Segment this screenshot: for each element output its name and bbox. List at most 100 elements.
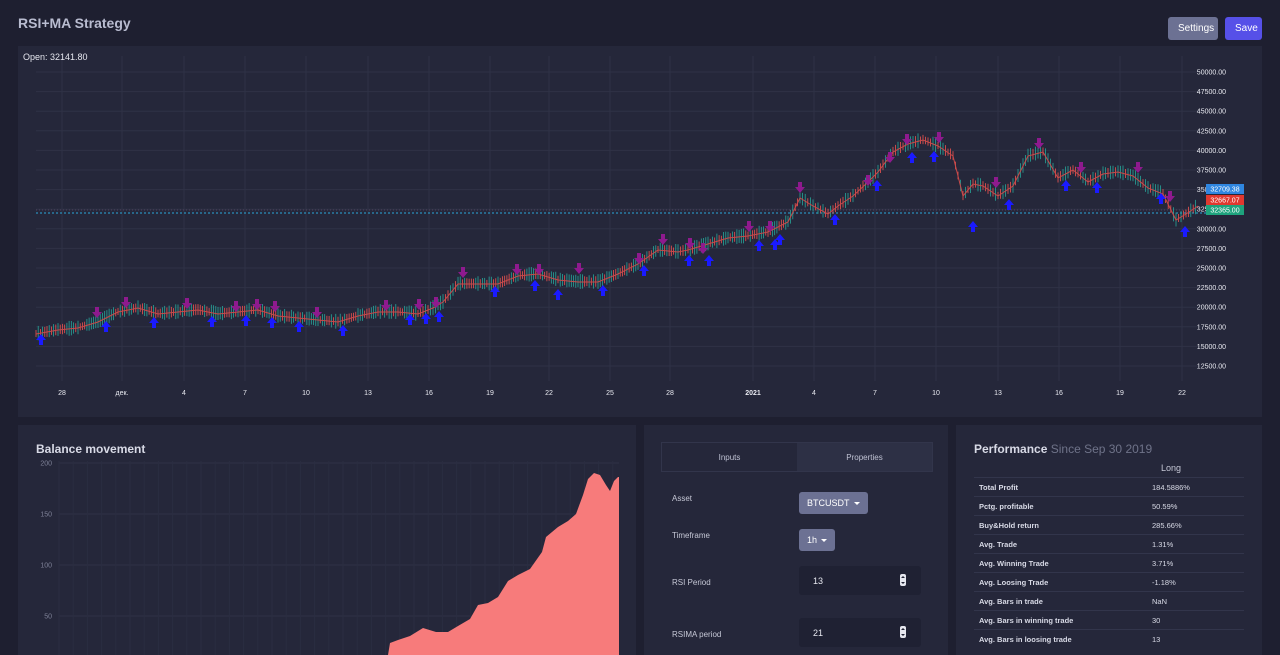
buy-arrow-icon	[598, 285, 608, 296]
y-tick-label: 37500.00	[1197, 168, 1226, 175]
y-tick-label: 12500.00	[1197, 364, 1226, 371]
x-tick-label: 22	[545, 390, 553, 397]
performance-title: Performance Since Sep 30 2019	[974, 442, 1152, 456]
inputs-panel: Inputs Properties Asset BTCUSDT Timefram…	[644, 425, 948, 655]
timeframe-label: Timeframe	[672, 531, 710, 540]
perf-metric-value: 30	[1147, 610, 1244, 630]
sell-arrow-icon	[1133, 162, 1143, 173]
x-tick-label: 4	[812, 390, 816, 397]
balance-y-tick: 100	[40, 563, 52, 570]
candles	[35, 133, 1196, 341]
sell-arrow-icon	[414, 299, 424, 310]
perf-metric-value: 13	[1147, 629, 1244, 648]
buy-arrow-icon	[1061, 180, 1071, 191]
perf-row: Avg. Bars in loosing trade 13	[974, 629, 1244, 648]
sell-arrow-icon	[121, 297, 131, 308]
y-tick-label: 27500.00	[1197, 246, 1226, 253]
rsima-period-label: RSIMA period	[672, 630, 722, 639]
spinner-icon[interactable]	[900, 574, 906, 586]
sell-arrow-icon	[863, 175, 873, 186]
spinner-icon[interactable]	[900, 626, 906, 638]
y-tick-label: 22500.00	[1197, 285, 1226, 292]
y-tick-label: 42500.00	[1197, 128, 1226, 135]
perf-metric-label: Avg. Bars in winning trade	[974, 610, 1147, 630]
perf-row: Pctg. profitable 50.59%	[974, 496, 1244, 516]
perf-metric-value: 1.31%	[1147, 534, 1244, 554]
buy-arrow-icon	[36, 334, 46, 345]
caret-down-icon	[853, 501, 860, 505]
y-tick-label: 25000.00	[1197, 266, 1226, 273]
perf-metric-label: Avg. Winning Trade	[974, 553, 1147, 573]
sell-arrow-icon	[765, 221, 775, 232]
perf-metric-value: 50.59%	[1147, 496, 1244, 516]
price-tag	[1206, 184, 1244, 194]
buy-arrow-icon	[1180, 226, 1190, 237]
perf-row: Avg. Loosing Trade -1.18%	[974, 572, 1244, 592]
x-tick-label: 16	[1055, 390, 1063, 397]
tab-properties[interactable]: Properties	[797, 443, 932, 471]
perf-metric-label: Pctg. profitable	[974, 496, 1147, 516]
rsima-period-input[interactable]: 21	[799, 618, 921, 647]
balance-area	[388, 473, 619, 655]
sell-arrow-icon	[885, 152, 895, 163]
x-tick-label: 19	[1116, 390, 1124, 397]
price-chart-panel[interactable]: 50000.00 47500.00 45000.00 42500.00 40000.00…	[18, 46, 1262, 417]
buy-arrow-icon	[770, 239, 780, 250]
buy-arrow-icon	[872, 180, 882, 191]
perf-row: Avg. Trade 1.31%	[974, 534, 1244, 554]
performance-subtitle: Since Sep 30 2019	[1050, 442, 1153, 456]
buy-arrow-icon	[1004, 199, 1014, 210]
price-tag	[1206, 205, 1244, 215]
perf-metric-label: Avg. Trade	[974, 534, 1147, 554]
rsi-period-input[interactable]: 13	[799, 566, 921, 595]
y-tick-label: 45000.00	[1197, 109, 1226, 116]
sell-arrow-icon	[902, 134, 912, 145]
price-chart[interactable]: 50000.00 47500.00 45000.00 42500.00 40000.00…	[18, 46, 1262, 417]
save-button[interactable]: Save	[1225, 17, 1262, 40]
caret-down-icon	[821, 538, 828, 542]
sell-arrow-icon	[698, 243, 708, 254]
sell-arrow-icon	[934, 132, 944, 143]
perf-metric-value: -1.18%	[1147, 572, 1244, 592]
sell-arrow-icon	[574, 263, 584, 274]
perf-row: Avg. Bars in winning trade 30	[974, 610, 1244, 630]
y-tick-label: 40000.00	[1197, 148, 1226, 155]
buy-arrow-icon	[530, 280, 540, 291]
buy-arrow-icon	[1092, 182, 1102, 193]
sell-arrow-icon	[685, 238, 695, 249]
balance-chart: 200 150 100 50	[40, 461, 619, 655]
perf-row: Avg. Bars in trade NaN	[974, 591, 1244, 611]
x-tick-label: 2021	[745, 390, 761, 397]
buy-arrow-icon	[267, 317, 277, 328]
x-tick-label: 22	[1178, 390, 1186, 397]
sell-arrow-icon	[512, 264, 522, 275]
sell-arrow-icon	[534, 264, 544, 275]
x-tick-label: 10	[932, 390, 940, 397]
performance-panel: Performance Since Sep 30 2019 Long Total…	[956, 425, 1262, 655]
sell-arrow-icon	[431, 297, 441, 308]
x-tick-label: 7	[873, 390, 877, 397]
buy-arrow-icon	[338, 325, 348, 336]
price-tag-label: 32365.00	[1210, 208, 1239, 215]
asset-value: BTCUSDT	[807, 498, 850, 508]
rsi-period-value: 13	[813, 575, 824, 586]
rsi-period-label: RSI Period	[672, 578, 711, 587]
buy-arrow-icon	[929, 151, 939, 162]
buy-arrow-icon	[101, 321, 111, 332]
perf-metric-label: Total Profit	[974, 477, 1147, 497]
sell-arrow-icon	[1076, 162, 1086, 173]
buy-arrow-icon	[207, 316, 217, 327]
buy-arrow-icon	[490, 286, 500, 297]
buy-arrow-icon	[405, 314, 415, 325]
asset-label: Asset	[672, 494, 693, 503]
buy-arrow-icon	[968, 221, 978, 232]
timeframe-value: 1h	[807, 535, 818, 545]
buy-arrow-icon	[704, 255, 714, 266]
asset-dropdown[interactable]: BTCUSDT	[799, 492, 868, 514]
balance-title: Balance movement	[36, 442, 146, 456]
x-tick-label: 28	[666, 390, 674, 397]
tab-inputs[interactable]: Inputs	[662, 443, 797, 471]
settings-button[interactable]: Settings	[1168, 17, 1218, 40]
timeframe-dropdown[interactable]: 1h	[799, 529, 836, 551]
x-tick-label: дек.	[116, 390, 129, 397]
